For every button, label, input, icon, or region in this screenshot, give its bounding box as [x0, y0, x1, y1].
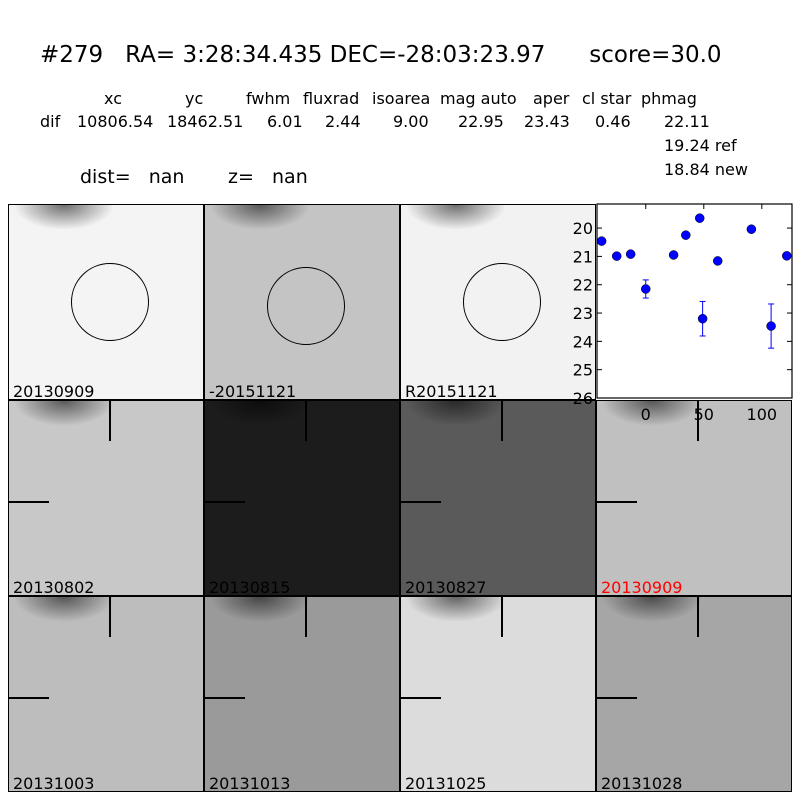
y-tick-label: 21 [573, 247, 593, 266]
column-value: 0.46 [595, 112, 631, 131]
stamp-date-label: R20151121 [405, 382, 498, 400]
crosshair-mark [697, 401, 699, 441]
column-header: cl star [582, 89, 632, 108]
data-point [712, 256, 723, 266]
column-header: fluxrad [303, 89, 360, 108]
stamp-date-label: 20130909 [13, 382, 95, 400]
stamp-date-label: 20130909 [601, 578, 683, 596]
aperture-circle [267, 267, 345, 345]
y-tick-label: 20 [573, 219, 593, 238]
stamp-date-label: 20131028 [601, 774, 683, 792]
data-point [746, 224, 757, 234]
data-point [611, 251, 622, 261]
x-tick-label: 100 [747, 405, 778, 424]
crosshair-mark [401, 697, 441, 699]
z-value: z= nan [228, 166, 308, 188]
column-value: 22.95 [458, 112, 504, 131]
image-stamp: -20151121 [204, 204, 400, 400]
stamp-date-label: -20151121 [209, 382, 297, 400]
dist-value: dist= nan [80, 166, 185, 188]
column-header: aper [533, 89, 570, 108]
data-point [694, 213, 705, 223]
crosshair-mark [305, 401, 307, 441]
y-tick-label: 24 [573, 332, 593, 351]
x-tick-label: 50 [694, 405, 714, 424]
crosshair-mark [401, 501, 441, 503]
x-tick-label: 0 [641, 405, 651, 424]
y-tick-label: 22 [573, 276, 593, 295]
y-tick-label: 26 [573, 389, 593, 408]
crosshair-mark [9, 697, 49, 699]
y-tick-label: 23 [573, 304, 593, 323]
crosshair-mark [205, 697, 245, 699]
crosshair-mark [305, 597, 307, 637]
image-stamp: 20130815 [204, 400, 400, 596]
column-value: 2.44 [325, 112, 361, 131]
stamp-date-label: 20130815 [209, 578, 291, 596]
image-stamp: 20131003 [8, 596, 204, 792]
data-point [697, 313, 708, 324]
image-stamp: 20131013 [204, 596, 400, 792]
crosshair-mark [9, 501, 49, 503]
figure-title: #279 RA= 3:28:34.435 DEC=-28:03:23.97 sc… [40, 42, 722, 68]
data-point [782, 251, 792, 261]
column-value: 10806.54 [77, 112, 154, 131]
aperture-circle [71, 263, 149, 341]
plot-area [596, 203, 793, 399]
column-header: xc [104, 89, 122, 108]
image-stamp: 20131028 [596, 596, 792, 792]
column-header: phmag [641, 89, 697, 108]
stamp-date-label: 20131025 [405, 774, 487, 792]
image-stamp: 20131025 [400, 596, 596, 792]
column-value: 22.11 [664, 112, 710, 131]
column-value: 23.43 [524, 112, 570, 131]
crosshair-mark [597, 501, 637, 503]
crosshair-mark [205, 501, 245, 503]
crosshair-mark [697, 597, 699, 637]
data-point [681, 230, 691, 240]
y-tick-label: 25 [573, 361, 593, 380]
stamp-date-label: 20130802 [13, 578, 95, 596]
data-point [641, 284, 651, 294]
column-value: 18462.51 [167, 112, 244, 131]
stamp-date-label: 20131003 [13, 774, 95, 792]
ref-mag: 19.24 ref [664, 136, 737, 155]
crosshair-mark [501, 597, 503, 637]
light-curve-plot: 20 21 22 23 24 25 26 0 50 100 [573, 203, 793, 424]
image-stamp: 20130909 [596, 400, 792, 596]
crosshair-mark [109, 597, 111, 637]
column-header: yc [185, 89, 204, 108]
crosshair-mark [501, 401, 503, 441]
new-mag: 18.84 new [664, 160, 748, 179]
crosshair-mark [109, 401, 111, 441]
column-value: 6.01 [267, 112, 303, 131]
column-header: mag auto [440, 89, 517, 108]
data-point [668, 250, 679, 260]
row-label: dif [40, 112, 61, 131]
image-stamp: 20130827 [400, 400, 596, 596]
stamp-date-label: 20131013 [209, 774, 291, 792]
data-point [596, 236, 607, 246]
image-stamp: R20151121 [400, 204, 596, 400]
column-header: isoarea [372, 89, 431, 108]
image-stamp: 20130802 [8, 400, 204, 596]
column-header: fwhm [246, 89, 291, 108]
image-stamp: 20130909 [8, 204, 204, 400]
data-point [625, 249, 636, 259]
data-point [766, 321, 776, 331]
aperture-circle [463, 263, 541, 341]
stamp-date-label: 20130827 [405, 578, 487, 596]
crosshair-mark [597, 697, 637, 699]
column-value: 9.00 [393, 112, 429, 131]
